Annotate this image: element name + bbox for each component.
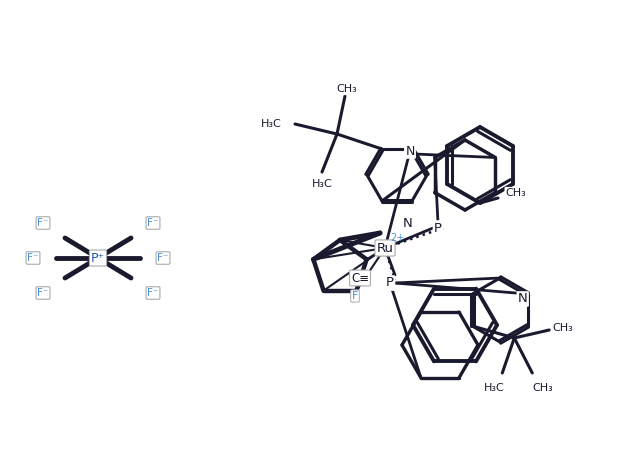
Text: N: N [403, 217, 413, 229]
Text: P: P [434, 221, 442, 235]
Text: F⁻: F⁻ [157, 253, 169, 263]
Text: F: F [352, 291, 358, 301]
Text: H₃C: H₃C [312, 179, 332, 189]
Text: F⁻: F⁻ [28, 253, 38, 263]
Text: CH₃: CH₃ [552, 323, 573, 333]
Text: P: P [386, 276, 394, 290]
Text: P⁺: P⁺ [91, 251, 105, 265]
Text: N: N [518, 292, 527, 306]
Text: N: N [405, 144, 415, 157]
Text: F⁻: F⁻ [147, 288, 159, 298]
Text: F⁻: F⁻ [37, 218, 49, 228]
Text: CH₃: CH₃ [506, 188, 526, 198]
Text: 2+: 2+ [390, 233, 404, 243]
Text: F⁻: F⁻ [147, 218, 159, 228]
Text: Ru: Ru [376, 242, 394, 254]
Text: H₃C: H₃C [484, 383, 505, 393]
Text: CH₃: CH₃ [337, 84, 357, 94]
Text: CH₃: CH₃ [532, 383, 553, 393]
Text: H₃C: H₃C [261, 119, 282, 129]
Text: F⁻: F⁻ [37, 288, 49, 298]
Text: C≡: C≡ [351, 272, 369, 284]
